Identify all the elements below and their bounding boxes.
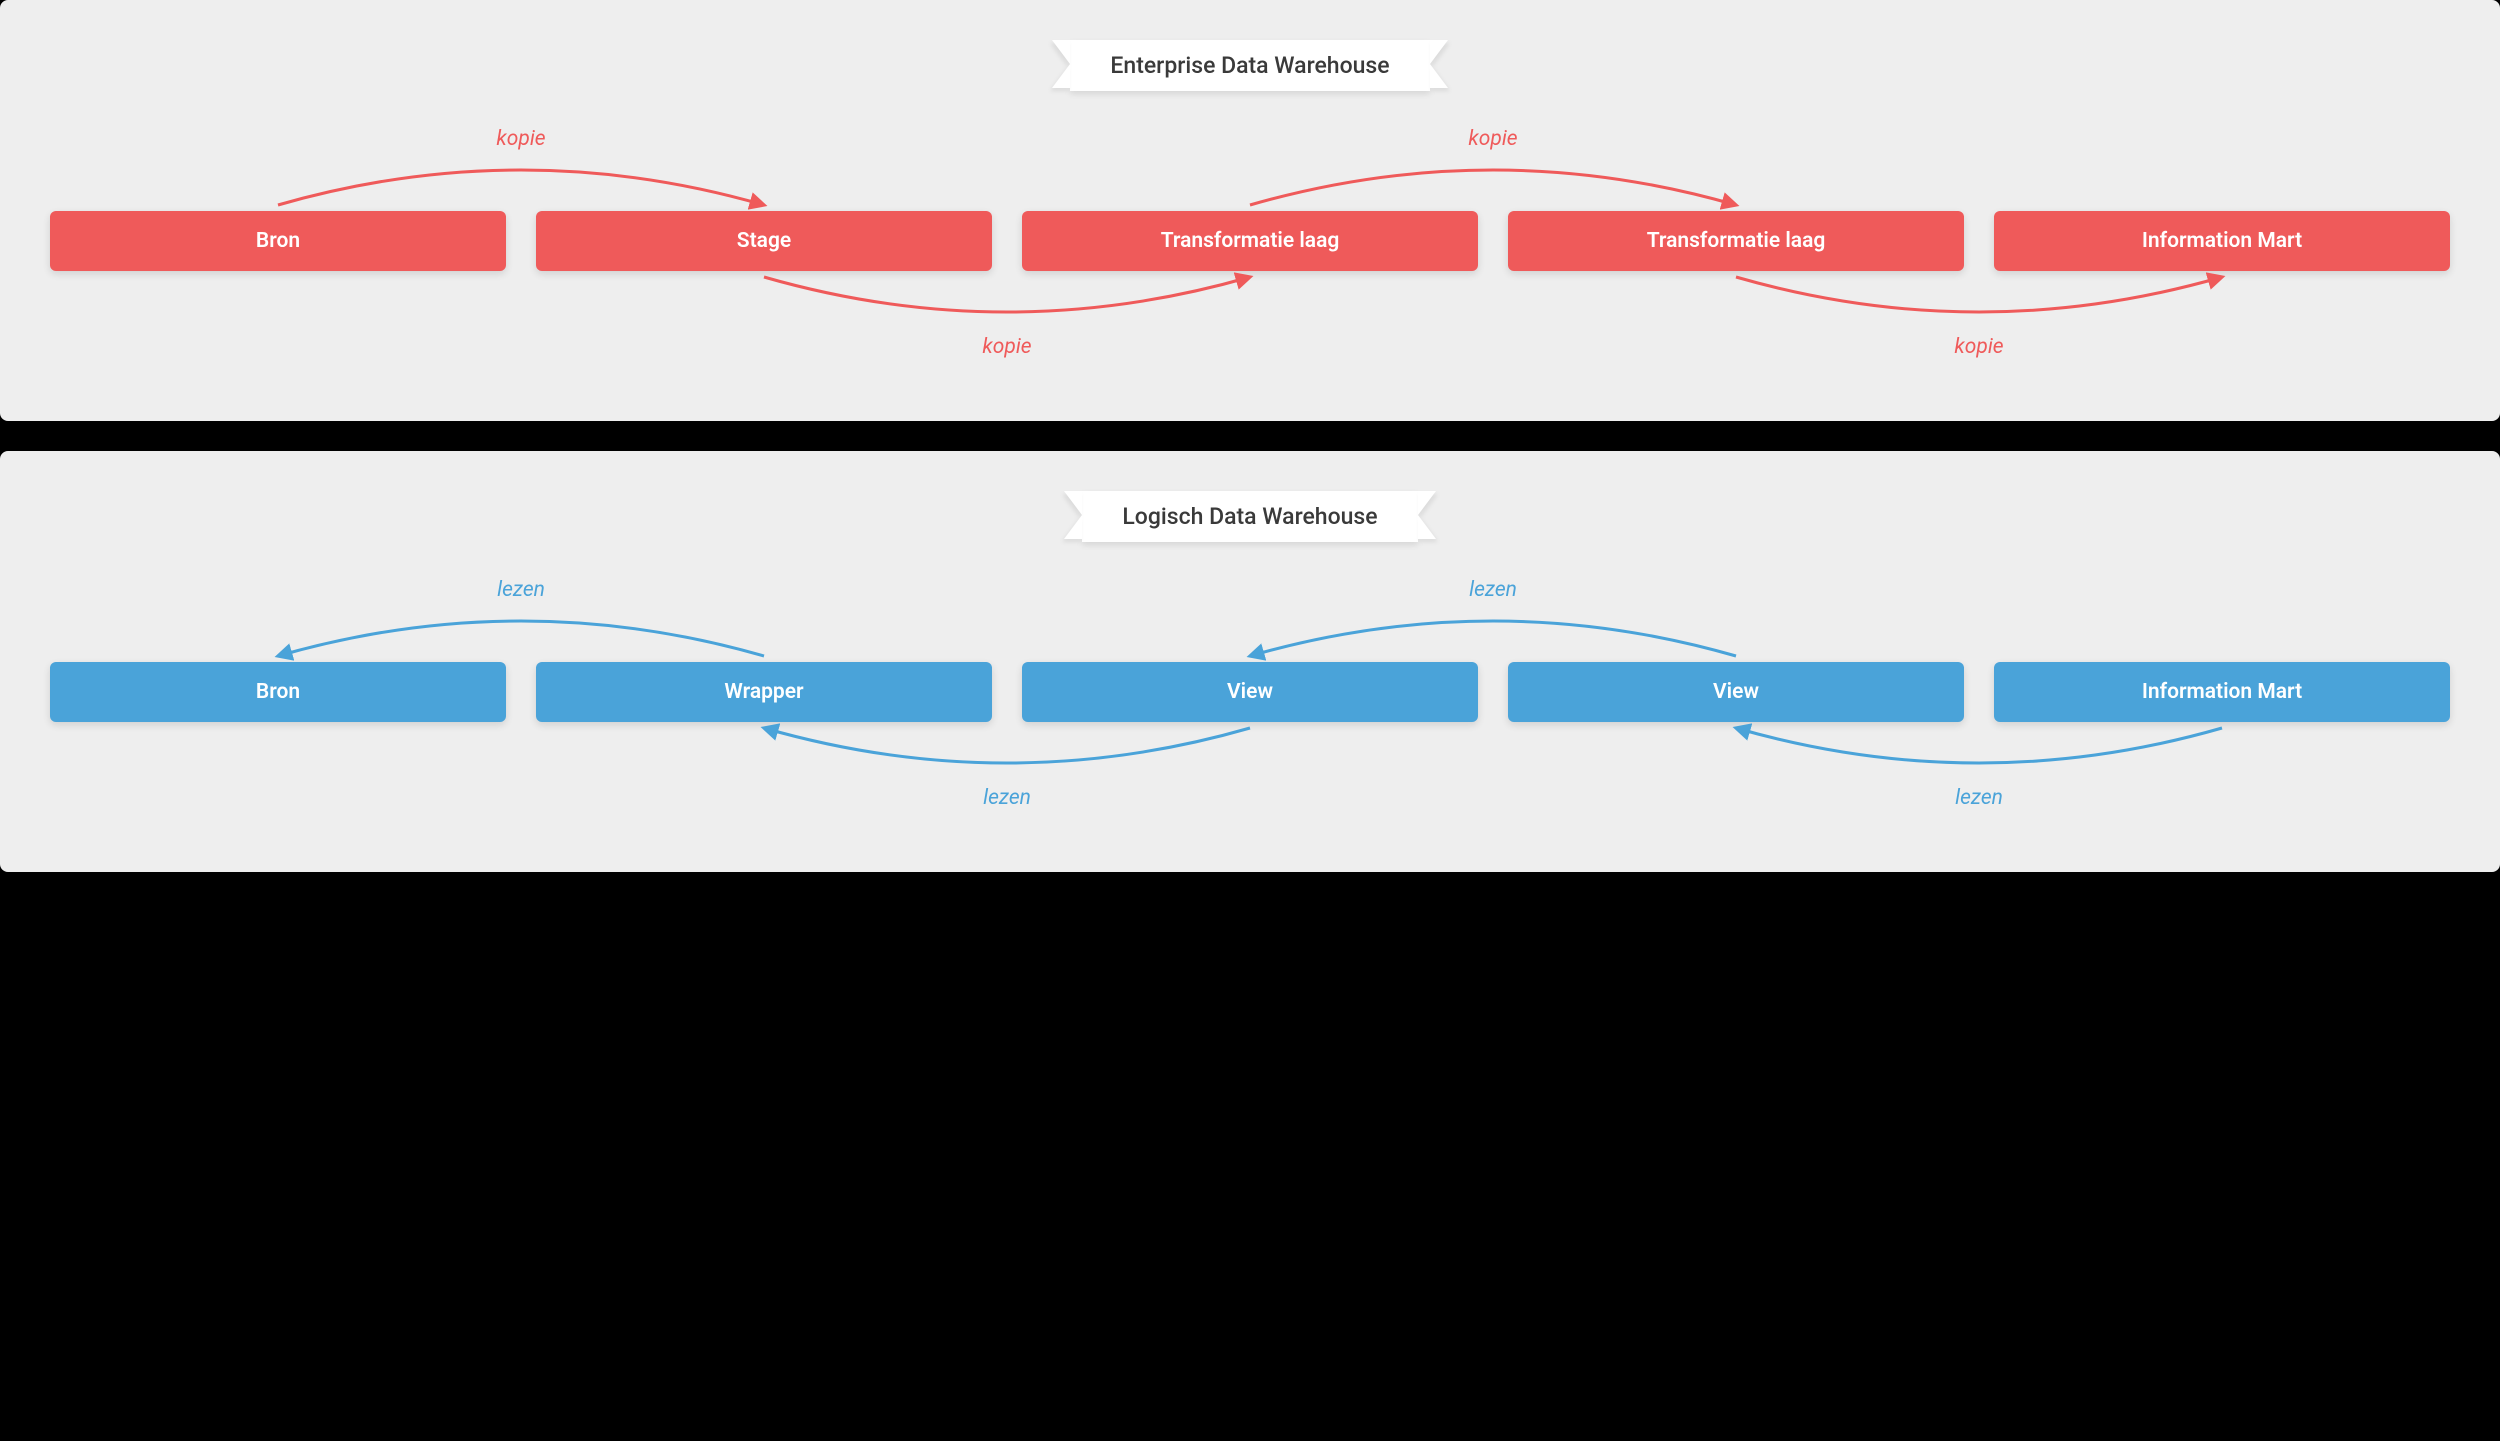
flow-arrow (764, 277, 1250, 312)
edge-label: kopie (1468, 127, 1517, 151)
node-row: Bron Stage Transformatie laag Transformatie… (40, 211, 2460, 271)
flow-node: View (1508, 662, 1964, 722)
edge-label: kopie (982, 335, 1031, 359)
panel-1: Logisch Data Warehouse Bron Wrapper View Vie… (0, 451, 2500, 872)
flow-area: Bron Wrapper View View Information Mart lezen… (40, 572, 2460, 832)
edge-label: kopie (1954, 335, 2003, 359)
flow-arrow (278, 621, 764, 656)
flow-arrow (278, 170, 764, 205)
edge-label: lezen (497, 578, 545, 602)
edge-label: lezen (983, 786, 1031, 810)
node-row: Bron Wrapper View View Information Mart (40, 662, 2460, 722)
flow-area: Bron Stage Transformatie laag Transformatie… (40, 121, 2460, 381)
edge-label: lezen (1955, 786, 2003, 810)
flow-node: Stage (536, 211, 992, 271)
banner-wrap: Enterprise Data Warehouse (40, 40, 2460, 91)
panel-title-banner: Logisch Data Warehouse (1082, 491, 1417, 542)
flow-node: Information Mart (1994, 211, 2450, 271)
flow-node: Bron (50, 662, 506, 722)
flow-arrow (764, 728, 1250, 763)
flow-arrow (1250, 170, 1736, 205)
banner-wrap: Logisch Data Warehouse (40, 491, 2460, 542)
flow-arrow (1736, 728, 2222, 763)
flow-arrow (1736, 277, 2222, 312)
edge-label: kopie (496, 127, 545, 151)
flow-node: Bron (50, 211, 506, 271)
flow-node: View (1022, 662, 1478, 722)
panel-0: Enterprise Data Warehouse Bron Stage Transf… (0, 0, 2500, 421)
flow-node: Information Mart (1994, 662, 2450, 722)
edge-label: lezen (1469, 578, 1517, 602)
flow-node: Transformatie laag (1508, 211, 1964, 271)
flow-node: Wrapper (536, 662, 992, 722)
flow-node: Transformatie laag (1022, 211, 1478, 271)
flow-arrow (1250, 621, 1736, 656)
panel-title-banner: Enterprise Data Warehouse (1070, 40, 1429, 91)
